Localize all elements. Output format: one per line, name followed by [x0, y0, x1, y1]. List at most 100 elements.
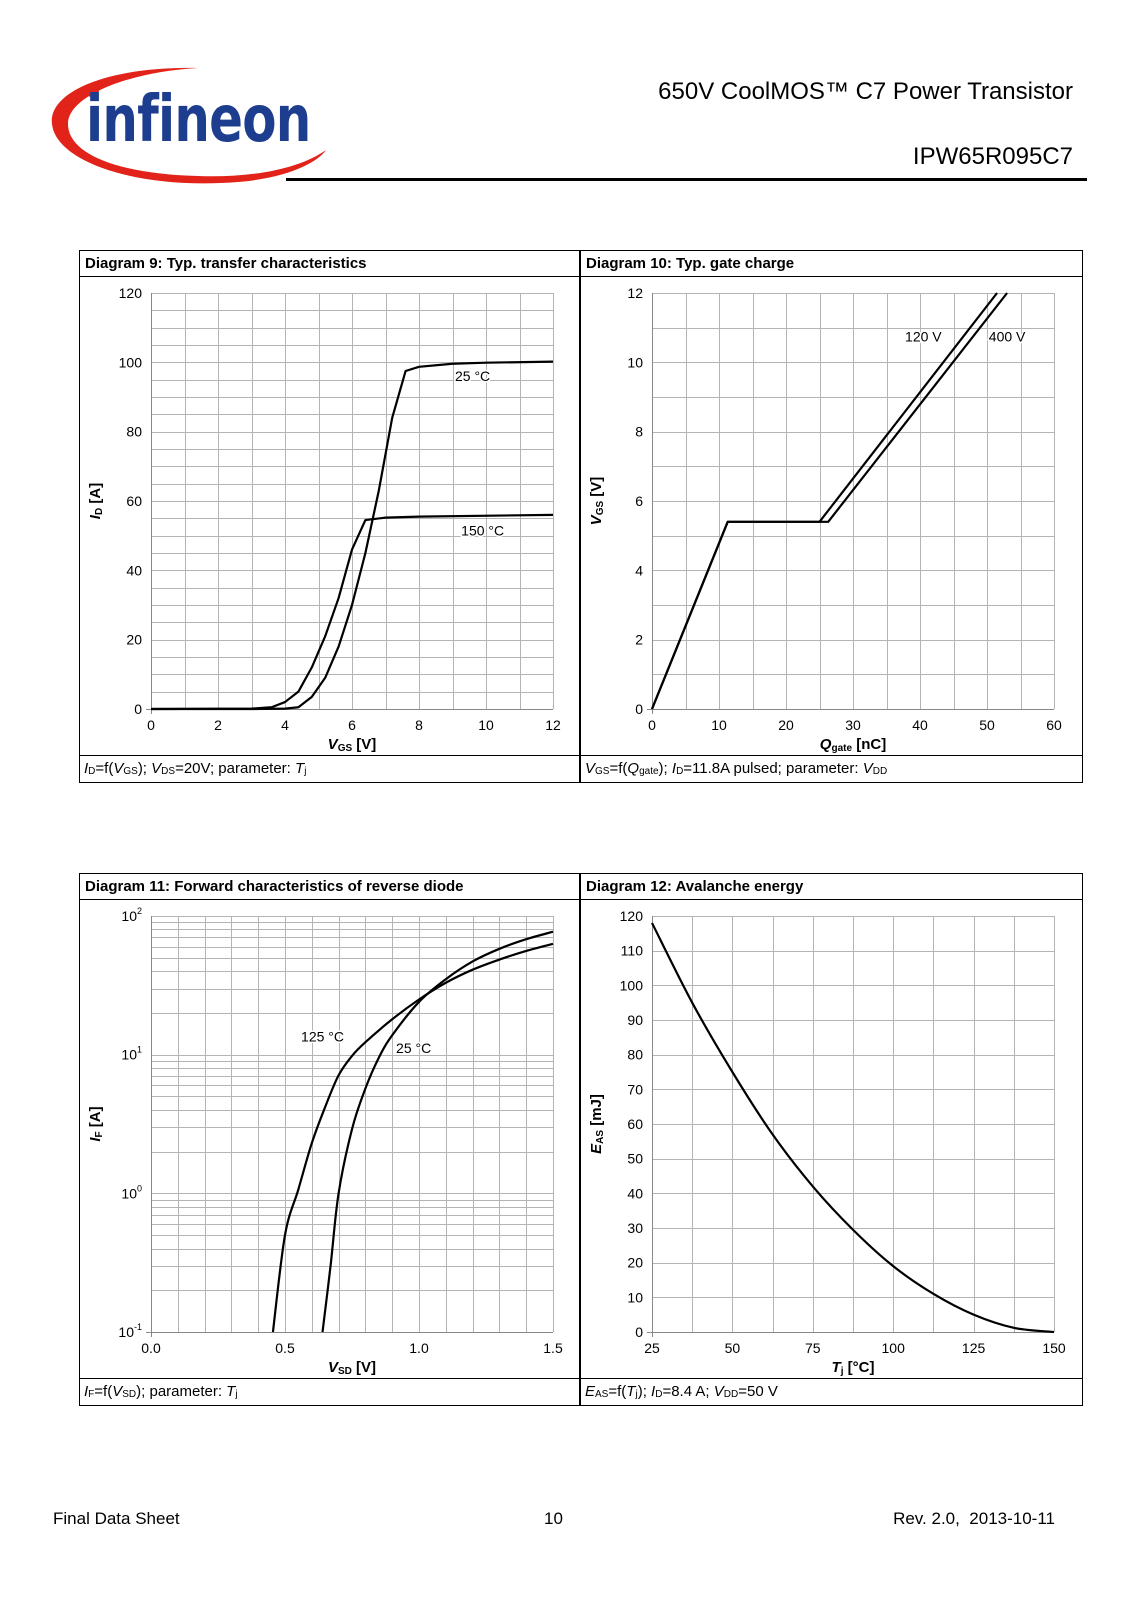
- label-segment: [A]: [87, 1106, 104, 1131]
- y-tick-label: 0: [134, 701, 142, 717]
- x-tick-label: 20: [778, 717, 794, 733]
- grid: [652, 916, 1055, 1333]
- y-tick-label: 8: [635, 424, 643, 440]
- series-curve: [271, 942, 554, 1333]
- x-tick-label: 25: [644, 1340, 660, 1356]
- tick-base: 0: [134, 701, 142, 717]
- y-tick-label: 102: [121, 906, 142, 924]
- tick-base: 40: [627, 1185, 643, 1201]
- y-tick-label: 101: [121, 1045, 142, 1063]
- tick-base: 100: [620, 977, 644, 993]
- caption-segment: =f(: [609, 760, 628, 777]
- label-segment: j: [840, 1366, 844, 1377]
- caption-segment: D: [655, 1389, 663, 1400]
- caption-segment: );: [658, 760, 672, 777]
- tick-base: 80: [627, 1047, 643, 1063]
- series-curve: [651, 922, 1055, 1334]
- tick-base: 90: [627, 1012, 643, 1028]
- tick-base: 60: [627, 1116, 643, 1132]
- label-segment: V: [328, 736, 340, 753]
- series-label: 400 V: [989, 328, 1026, 344]
- label-segment: [V]: [588, 477, 605, 501]
- caption-segment: V: [713, 1383, 724, 1400]
- document-title: 650V CoolMOS™ C7 Power Transistor: [658, 78, 1073, 105]
- y-tick-label: 10: [627, 354, 643, 370]
- diagram-9-title: Diagram 9: Typ. transfer characteristics: [80, 251, 579, 277]
- y-tick-label: 80: [627, 1047, 643, 1063]
- caption-segment: j: [235, 1389, 238, 1400]
- caption-segment: GS: [123, 766, 138, 777]
- tick-exponent: 1: [137, 1045, 142, 1055]
- footer-doc-status: Final Data Sheet: [53, 1509, 180, 1528]
- x-axis-label: VSD [V]: [328, 1359, 376, 1377]
- tick-base: 100: [119, 354, 143, 370]
- caption-segment: F: [88, 1389, 95, 1400]
- label-segment: T: [832, 1359, 843, 1376]
- caption-segment: E: [585, 1383, 596, 1400]
- y-tick-label: 60: [126, 493, 142, 509]
- x-tick-label: 8: [415, 717, 423, 733]
- tick-base: 60: [126, 493, 142, 509]
- y-tick-label: 0: [635, 701, 643, 717]
- caption-segment: V: [862, 760, 873, 777]
- x-tick-label: 0: [648, 717, 656, 733]
- x-tick-label: 50: [979, 717, 995, 733]
- series-label: 150 °C: [461, 522, 504, 538]
- tick-base: 40: [126, 562, 142, 578]
- caption-segment: =50 V: [738, 1383, 778, 1400]
- x-tick-label: 2: [214, 717, 222, 733]
- diagram-10-chart: 0 10 20 30 40 50 60 0 2 4 6 8 10 12 Qgate [nC] VGS [V] 1…: [588, 285, 1062, 754]
- series-curve: [321, 930, 554, 1333]
- y-tick-label: 90: [627, 1012, 643, 1028]
- x-tick-label: 12: [545, 717, 561, 733]
- y-tick-label: 100: [119, 354, 143, 370]
- x-tick-label: 50: [725, 1340, 741, 1356]
- x-tick-label: 100: [882, 1340, 906, 1356]
- tick-base: 10: [121, 1185, 137, 1201]
- caption-segment: AS: [595, 1389, 609, 1400]
- label-segment: V: [588, 513, 605, 525]
- y-tick-label: 0: [635, 1324, 643, 1340]
- label-segment: I: [87, 514, 104, 519]
- tick-base: 10: [627, 1289, 643, 1305]
- caption-segment: =f(: [95, 760, 114, 777]
- caption-segment: DS: [161, 766, 176, 777]
- x-tick-label: 75: [805, 1340, 821, 1356]
- caption-segment: T: [226, 1383, 236, 1400]
- label-segment: gate: [831, 743, 852, 754]
- y-axis-label: IF [A]: [87, 1106, 105, 1141]
- caption-segment: j: [635, 1389, 638, 1400]
- tick-base: 70: [627, 1081, 643, 1097]
- caption-segment: I: [84, 760, 89, 777]
- x-axis-label: VGS [V]: [328, 736, 377, 754]
- y-tick-label: 70: [627, 1081, 643, 1097]
- footer-page-number: 10: [544, 1509, 563, 1528]
- x-tick-label: 1.0: [409, 1340, 429, 1356]
- caption-segment: SD: [122, 1389, 137, 1400]
- y-tick-label: 40: [627, 1185, 643, 1201]
- caption-segment: =11.8A pulsed; parameter:: [683, 760, 863, 777]
- caption-segment: ); parameter:: [136, 1383, 227, 1400]
- diagram-10-title: Diagram 10: Typ. gate charge: [581, 251, 1082, 277]
- label-segment: [nC]: [852, 736, 886, 753]
- caption-segment: gate: [639, 766, 659, 777]
- series-curve: [150, 513, 554, 711]
- tick-base: 20: [126, 632, 142, 648]
- tick-base: 2: [635, 632, 643, 648]
- tick-base: 10: [627, 354, 643, 370]
- tick-exponent: 2: [137, 906, 142, 916]
- y-tick-label: 30: [627, 1220, 643, 1236]
- diagram-11-caption: IF=f(VSD); parameter: Tj: [80, 1378, 579, 1405]
- series-label: 25 °C: [396, 1040, 431, 1056]
- tick-base: 120: [620, 908, 644, 924]
- x-tick-label: 10: [711, 717, 727, 733]
- logo-text: infineon: [86, 83, 311, 157]
- y-tick-label: 20: [627, 1255, 643, 1271]
- caption-segment: I: [671, 760, 677, 777]
- caption-segment: );: [137, 760, 152, 777]
- caption-segment: =20V; parameter:: [175, 760, 296, 777]
- x-tick-label: 150: [1042, 1340, 1066, 1356]
- caption-segment: DD: [872, 766, 888, 777]
- tick-base: 0: [635, 701, 643, 717]
- x-tick-label: 0.0: [141, 1340, 161, 1356]
